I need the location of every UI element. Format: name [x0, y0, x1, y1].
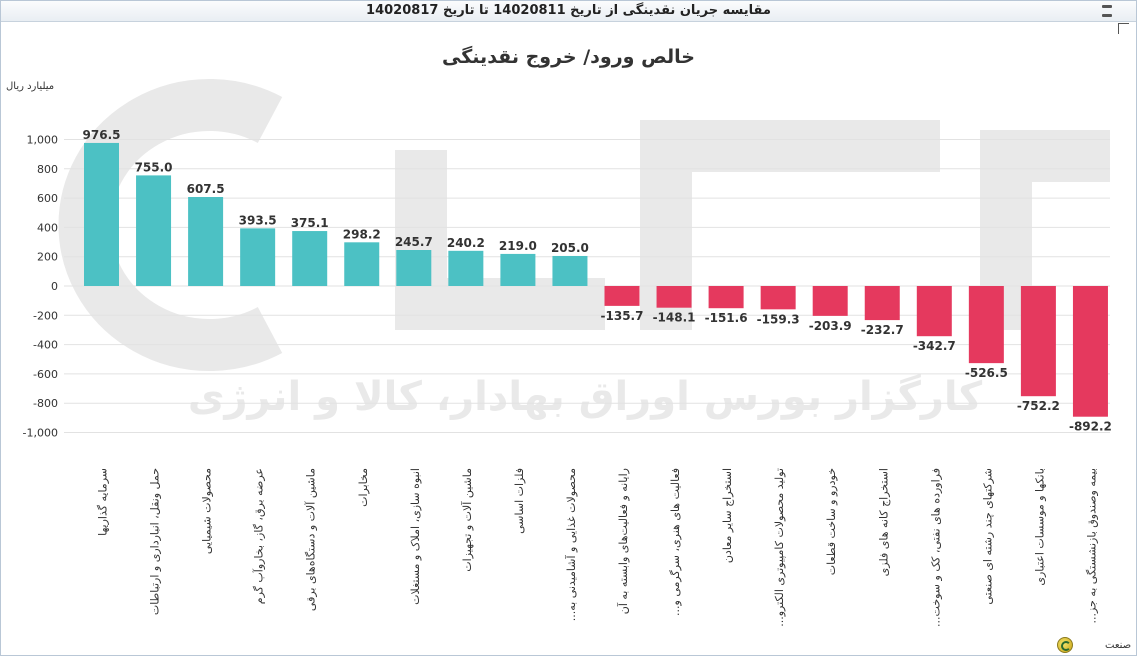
watermark-stroke — [640, 120, 940, 172]
data-label: -159.3 — [757, 312, 800, 326]
x-tick-label: فراورده های نفتی، کک و سوخت... — [929, 468, 942, 627]
x-tick-label: خودرو و ساخت قطعات — [825, 468, 838, 575]
data-label: 607.5 — [187, 182, 225, 196]
bar — [864, 286, 900, 321]
bar — [188, 197, 224, 286]
bar — [1020, 286, 1056, 397]
data-label: -752.2 — [1017, 399, 1060, 413]
chart-title: خالص ورود/ خروج نقدینگی — [442, 46, 695, 68]
y-tick-label: 800 — [37, 163, 58, 176]
x-tick-label: ماشین آلات و تجهیزات — [460, 468, 474, 572]
x-tick-label: مخابرات — [357, 468, 370, 507]
data-label: 219.0 — [499, 239, 537, 253]
value-labels: 976.5 755.0 607.5 393.5 375.1 298.2 245.7 240.2… — [83, 128, 1112, 434]
x-tick-label: استخراج سایر معادن — [721, 468, 734, 563]
x-tick-label: سرمایه گذاریها — [97, 468, 110, 536]
x-tick-label: انبوه سازی، املاک و مستغلات — [409, 468, 422, 605]
bar — [604, 286, 640, 306]
bar — [292, 231, 328, 286]
bar — [812, 286, 848, 316]
data-label: -135.7 — [601, 309, 644, 323]
x-tick-label: فلزات اساسی — [513, 468, 526, 534]
bar — [552, 255, 588, 286]
y-tick-label: -1,000 — [23, 427, 58, 440]
x-axis-labels: سرمایه گذاریها حمل ونقل، انبارداری و ارتب… — [97, 468, 1099, 627]
data-label: -892.2 — [1069, 420, 1112, 434]
bar — [500, 253, 536, 286]
data-label: -203.9 — [809, 319, 852, 333]
bar — [968, 286, 1004, 364]
window-titlebar: مقایسه جریان نقدینگی از تاریخ 14020811 ت… — [1, 1, 1136, 22]
x-tick-label: محصولات شیمیایی — [201, 468, 214, 554]
x-tick-label: ماشین آلات و دستگاه‌های برقی — [304, 468, 318, 611]
data-label: 755.0 — [135, 160, 173, 174]
data-label: -151.6 — [705, 311, 748, 325]
x-tick-label: تولید محصولات کامپیوتری الکترو... — [773, 468, 786, 627]
y-axis-unit: میلیارد ریال — [6, 81, 55, 92]
data-label: 240.2 — [447, 236, 485, 250]
y-tick-label: -200 — [33, 309, 58, 322]
bar — [396, 250, 432, 286]
data-label: -148.1 — [653, 311, 696, 325]
restore-icon[interactable] — [1100, 12, 1114, 20]
footer-label: صنعت — [1105, 640, 1132, 651]
x-tick-label: شرکتهای چند رشته ای صنعتی — [981, 468, 994, 605]
bar — [1072, 286, 1108, 417]
bar — [240, 228, 276, 286]
bar — [916, 286, 952, 337]
data-label: 976.5 — [83, 128, 121, 142]
bar — [760, 286, 796, 310]
bar — [708, 286, 744, 309]
watermark-logo: کارگزار بورس اوراق بهادار، کالا و انرژی — [58, 79, 1110, 420]
x-tick-label: بانکها و موسسات اعتباری — [1033, 468, 1046, 586]
data-label: 245.7 — [395, 235, 433, 249]
x-tick-label: بیمه وصندوق بازنشستگی به جز... — [1085, 468, 1098, 624]
y-tick-label: 0 — [51, 280, 58, 293]
y-axis: 1,000 800 600 400 200 0 -200 -400 -600 -800 -1,000 — [23, 134, 58, 440]
y-tick-label: 200 — [37, 251, 58, 264]
y-tick-label: 400 — [37, 221, 58, 234]
chart-bars — [84, 142, 1108, 417]
data-label: -232.7 — [861, 323, 904, 337]
x-tick-label: رایانه و فعالیت‌های وابسته به آن — [616, 468, 630, 614]
y-tick-label: 600 — [37, 192, 58, 205]
x-tick-label: استخراج کانه های فلزی — [877, 468, 890, 576]
data-label: 393.5 — [239, 213, 277, 227]
refresh-icon[interactable] — [1057, 637, 1073, 653]
window-title: مقایسه جریان نقدینگی از تاریخ 14020811 ت… — [366, 3, 771, 18]
minimize-icon[interactable] — [1100, 3, 1114, 11]
data-label: -526.5 — [965, 366, 1008, 380]
bar — [84, 142, 119, 286]
data-label: 375.1 — [291, 216, 329, 230]
x-tick-label: عرضه برق، گاز، بخاروآب گرم — [252, 468, 266, 604]
y-tick-label: -600 — [33, 368, 58, 381]
y-tick-label: -800 — [33, 397, 58, 410]
data-label: 205.0 — [551, 241, 589, 255]
data-label: -342.7 — [913, 339, 956, 353]
bar — [656, 286, 692, 308]
x-tick-label: فعالیت های هنری، سرگرمی و... — [669, 468, 682, 616]
y-tick-label: 1,000 — [27, 134, 59, 147]
x-tick-label: حمل ونقل، انبارداری و ارتباطات — [149, 468, 162, 615]
watermark-text: کارگزار بورس اوراق بهادار، کالا و انرژی — [188, 373, 983, 420]
x-tick-label: محصولات غذایی و آشامیدنی به... — [564, 468, 578, 621]
y-tick-label: -400 — [33, 339, 58, 352]
data-label: 298.2 — [343, 227, 381, 241]
bar — [448, 250, 484, 286]
watermark-stroke — [395, 278, 605, 330]
watermark-stroke — [980, 130, 1110, 182]
bar — [344, 242, 380, 286]
bar — [136, 175, 172, 286]
expand-icon[interactable] — [1117, 22, 1130, 35]
